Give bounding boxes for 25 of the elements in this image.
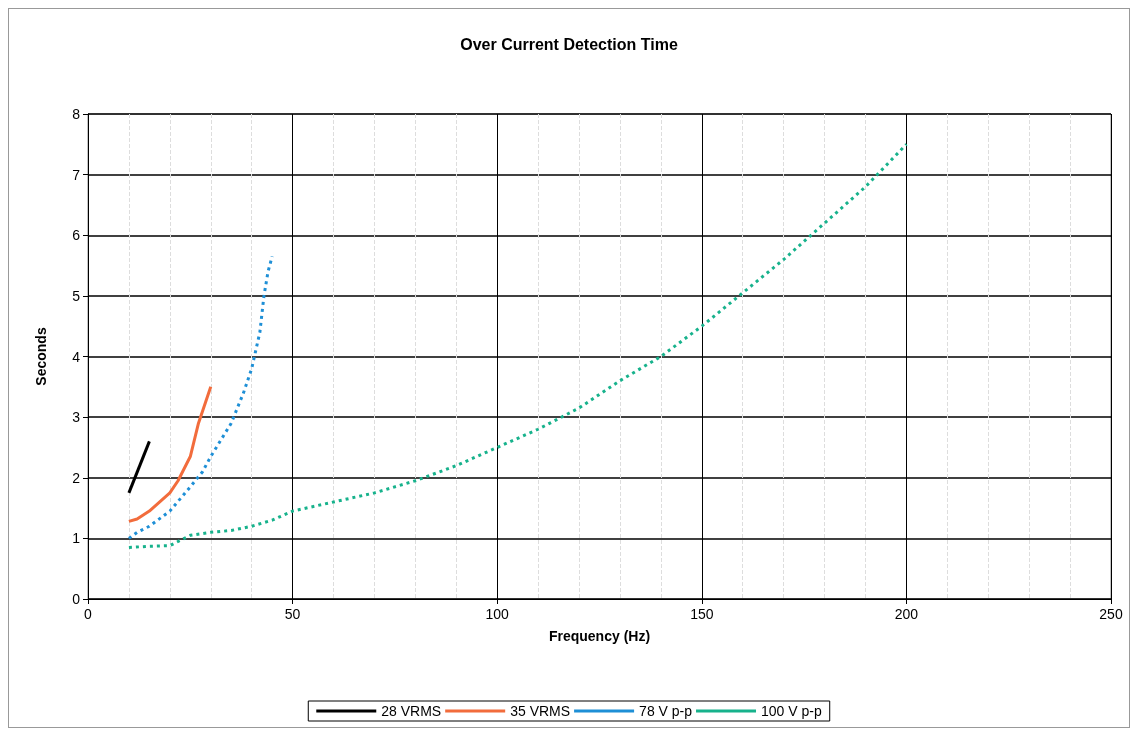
x-tick-label: 50 (284, 606, 301, 622)
chart-title: Over Current Detection Time (460, 35, 678, 53)
legend-label: 35 VRMS (510, 703, 571, 719)
legend-label: 78 V p-p (639, 703, 693, 719)
y-tick-label: 4 (72, 348, 81, 365)
y-tick-label: 7 (72, 166, 81, 183)
y-tick-label: 0 (72, 591, 81, 607)
y-axis-title: Seconds (33, 327, 49, 386)
line-series (127, 142, 908, 549)
x-tick-label: 0 (84, 606, 93, 622)
line-series (127, 254, 274, 540)
y-tick-label: 1 (72, 530, 81, 547)
x-tick-label: 250 (1099, 606, 1123, 622)
y-tick-label: 5 (72, 287, 81, 304)
legend-label: 100 V p-p (761, 703, 822, 719)
y-tick-label: 2 (72, 469, 81, 486)
legend-label: 28 VRMS (381, 703, 442, 719)
y-tick-label: 8 (72, 106, 81, 122)
x-tick-label: 100 (485, 606, 510, 622)
x-axis-title: Frequency (Hz) (548, 628, 651, 644)
x-tick-label: 200 (894, 606, 919, 622)
line-series (127, 385, 213, 523)
y-tick-label: 3 (72, 409, 81, 426)
x-tick-label: 150 (690, 606, 714, 622)
y-tick-label: 6 (72, 227, 81, 244)
